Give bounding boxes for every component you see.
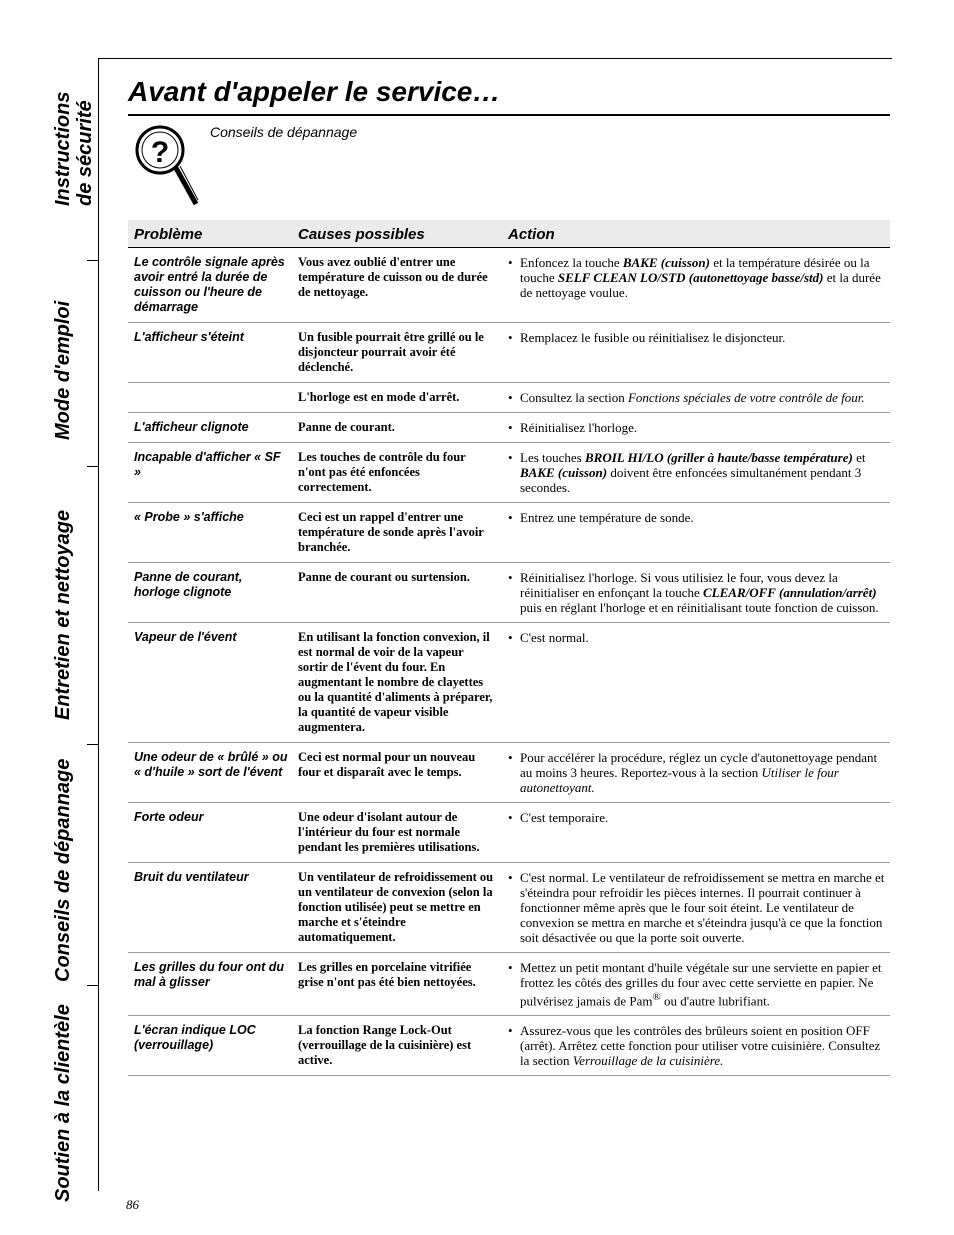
cause-cell: Panne de courant ou surtension.	[298, 570, 508, 615]
header-problem: Problème	[128, 226, 298, 243]
cause-cell: Panne de courant.	[298, 420, 508, 435]
action-cell: •Mettez un petit montant d'huile végétal…	[508, 960, 890, 1008]
problem-cell: Incapable d'afficher « SF »	[128, 450, 298, 495]
sidebar-label: Conseils de dépannage	[52, 752, 74, 982]
action-cell: •C'est temporaire.	[508, 810, 890, 855]
cause-cell: Un ventilateur de refroidissement ou un …	[298, 870, 508, 945]
page-number: 86	[126, 1197, 139, 1213]
table-row: L'écran indique LOC (verrouillage)La fon…	[128, 1016, 890, 1076]
sidebar-tick	[87, 466, 98, 467]
action-cell: •C'est normal.	[508, 630, 890, 735]
table-row: Les grilles du four ont du mal à glisser…	[128, 953, 890, 1016]
table-row: Vapeur de l'éventEn utilisant la fonctio…	[128, 623, 890, 743]
problem-cell: Bruit du ventilateur	[128, 870, 298, 945]
svg-text:?: ?	[151, 136, 169, 169]
table-header-row: Problème Causes possibles Action	[128, 220, 890, 248]
cause-cell: Les touches de contrôle du four n'ont pa…	[298, 450, 508, 495]
problem-cell: Forte odeur	[128, 810, 298, 855]
sidebar-label: Mode d'emploi	[52, 290, 74, 440]
cause-cell: Une odeur d'isolant autour de l'intérieu…	[298, 810, 508, 855]
header-causes: Causes possibles	[298, 226, 508, 243]
action-cell: •Entrez une température de sonde.	[508, 510, 890, 555]
cause-cell: La fonction Range Lock-Out (verrouillage…	[298, 1023, 508, 1068]
cause-cell: L'horloge est en mode d'arrêt.	[298, 390, 508, 405]
table-row: « Probe » s'afficheCeci est un rappel d'…	[128, 503, 890, 563]
problem-cell: L'afficheur s'éteint	[128, 330, 298, 375]
cause-cell: Un fusible pourrait être grillé ou le di…	[298, 330, 508, 375]
action-cell: •Assurez-vous que les contrôles des brûl…	[508, 1023, 890, 1068]
table-row: Forte odeurUne odeur d'isolant autour de…	[128, 803, 890, 863]
problem-cell: L'écran indique LOC (verrouillage)	[128, 1023, 298, 1068]
table-row: Le contrôle signale après avoir entré la…	[128, 248, 890, 323]
sidebar-tick	[87, 985, 98, 986]
action-cell: •Les touches BROIL HI/LO (griller à haut…	[508, 450, 890, 495]
sidebar-label: Entretien et nettoyage	[52, 494, 74, 720]
problem-cell	[128, 390, 298, 405]
action-cell: •Enfoncez la touche BAKE (cuisson) et la…	[508, 255, 890, 315]
problem-cell: Le contrôle signale après avoir entré la…	[128, 255, 298, 315]
page-subtitle: Conseils de dépannage	[210, 124, 357, 140]
problem-cell: Les grilles du four ont du mal à glisser	[128, 960, 298, 1008]
table-row: L'afficheur clignotePanne de courant.•Ré…	[128, 413, 890, 443]
cause-cell: Ceci est normal pour un nouveau four et …	[298, 750, 508, 795]
action-cell: •Pour accélérer la procédure, réglez un …	[508, 750, 890, 795]
table-row: Une odeur de « brûlé » ou « d'huile » so…	[128, 743, 890, 803]
action-cell: •C'est normal. Le ventilateur de refroid…	[508, 870, 890, 945]
action-cell: •Remplacez le fusible ou réinitialisez l…	[508, 330, 890, 375]
table-row: Incapable d'afficher « SF »Les touches d…	[128, 443, 890, 503]
sidebar-label: Instructions de sécurité	[52, 88, 96, 206]
header-action: Action	[508, 226, 890, 243]
table-row: Panne de courant, horloge clignotePanne …	[128, 563, 890, 623]
title-rule	[128, 114, 890, 116]
problem-cell: L'afficheur clignote	[128, 420, 298, 435]
troubleshooting-table: Problème Causes possibles Action Le cont…	[128, 220, 890, 1076]
table-row: Bruit du ventilateurUn ventilateur de re…	[128, 863, 890, 953]
sidebar-tick	[87, 260, 98, 261]
action-cell: •Réinitialisez l'horloge. Si vous utilis…	[508, 570, 890, 615]
question-loupe-icon: ?	[130, 122, 200, 212]
sidebar-tick	[87, 744, 98, 745]
cause-cell: Vous avez oublié d'entrer une températur…	[298, 255, 508, 315]
cause-cell: Les grilles en porcelaine vitrifiée gris…	[298, 960, 508, 1008]
action-cell: •Réinitialisez l'horloge.	[508, 420, 890, 435]
table-row: L'horloge est en mode d'arrêt.•Consultez…	[128, 383, 890, 413]
problem-cell: Panne de courant, horloge clignote	[128, 570, 298, 615]
problem-cell: Vapeur de l'évent	[128, 630, 298, 735]
action-cell: •Consultez la section Fonctions spéciale…	[508, 390, 890, 405]
cause-cell: Ceci est un rappel d'entrer une températ…	[298, 510, 508, 555]
sidebar-label: Soutien à la clientèle	[52, 992, 74, 1202]
problem-cell: Une odeur de « brûlé » ou « d'huile » so…	[128, 750, 298, 795]
cause-cell: En utilisant la fonction convexion, il e…	[298, 630, 508, 735]
page-title: Avant d'appeler le service…	[128, 76, 500, 108]
table-row: L'afficheur s'éteintUn fusible pourrait …	[128, 323, 890, 383]
problem-cell: « Probe » s'affiche	[128, 510, 298, 555]
